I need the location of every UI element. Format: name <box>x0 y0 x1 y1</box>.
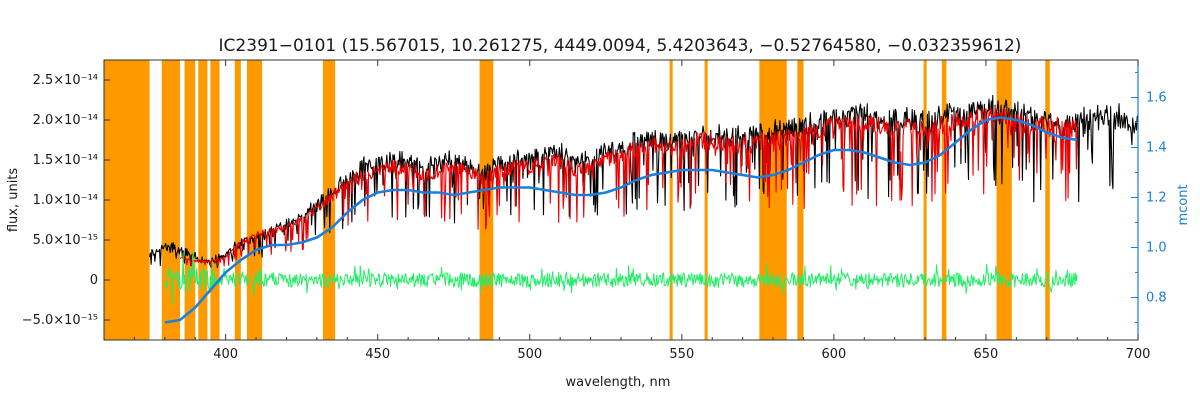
x-tick-label-450: 450 <box>365 347 390 362</box>
masked-region-13 <box>923 60 927 340</box>
left-y-tick-label-6: 2.5×10⁻¹⁴ <box>33 73 98 88</box>
x-tick-label-400: 400 <box>213 347 238 362</box>
right-y-tick-label-2: 1.2 <box>1146 191 1167 206</box>
left-y-tick-label-5: 2.0×10⁻¹⁴ <box>33 113 98 128</box>
right-y-tick-label-3: 1.4 <box>1146 141 1167 156</box>
series-observed-line <box>149 94 1139 268</box>
x-tick-label-600: 600 <box>821 347 846 362</box>
right-y-tick-label-0: 0.8 <box>1146 291 1167 306</box>
left-y-tick-label-2: 5.0×10⁻¹⁵ <box>33 233 98 248</box>
masked-regions <box>104 60 1050 340</box>
x-tick-label-500: 500 <box>517 347 542 362</box>
masked-region-4 <box>210 60 220 340</box>
masked-region-16 <box>1045 60 1050 340</box>
masked-region-3 <box>198 60 208 340</box>
series-residual-line <box>164 251 1078 305</box>
left-y-tick-label-3: 1.0×10⁻¹⁴ <box>33 193 98 208</box>
right-y-axis-label: mcont <box>1176 184 1191 225</box>
masked-region-5 <box>234 60 241 340</box>
right-y-tick-label-1: 1.0 <box>1146 241 1167 256</box>
series-group <box>149 94 1139 324</box>
masked-region-1 <box>161 60 181 340</box>
left-y-tick-label-4: 1.5×10⁻¹⁴ <box>33 153 98 168</box>
masked-region-15 <box>996 60 1012 340</box>
axes-group: 400 450 500 550 600 650 700 −5.0×10⁻¹⁵ 0 5.0×10⁻¹… <box>22 59 1167 362</box>
x-tick-label-550: 550 <box>669 347 694 362</box>
series-model-line <box>179 106 1078 267</box>
masked-region-2 <box>184 60 196 340</box>
x-tick-label-650: 650 <box>974 347 999 362</box>
masked-region-11 <box>759 60 787 340</box>
masked-region-10 <box>704 60 708 340</box>
left-y-axis-label: flux, units <box>6 168 21 233</box>
masked-region-6 <box>246 60 263 340</box>
masked-region-0 <box>104 60 150 340</box>
left-y-tick-label-1: 0 <box>90 273 98 288</box>
masked-region-12 <box>797 60 804 340</box>
left-y-tick-label-0: −5.0×10⁻¹⁵ <box>22 313 98 328</box>
x-tick-label-700: 700 <box>1126 347 1151 362</box>
masked-region-9 <box>669 60 673 340</box>
chart-title: IC2391−0101 (15.567015, 10.261275, 4449.… <box>219 36 1022 56</box>
x-axis-label: wavelength, nm <box>566 375 671 390</box>
right-y-tick-label-4: 1.6 <box>1146 91 1167 106</box>
series-mcont-line <box>164 116 1078 324</box>
masked-region-14 <box>941 60 947 340</box>
